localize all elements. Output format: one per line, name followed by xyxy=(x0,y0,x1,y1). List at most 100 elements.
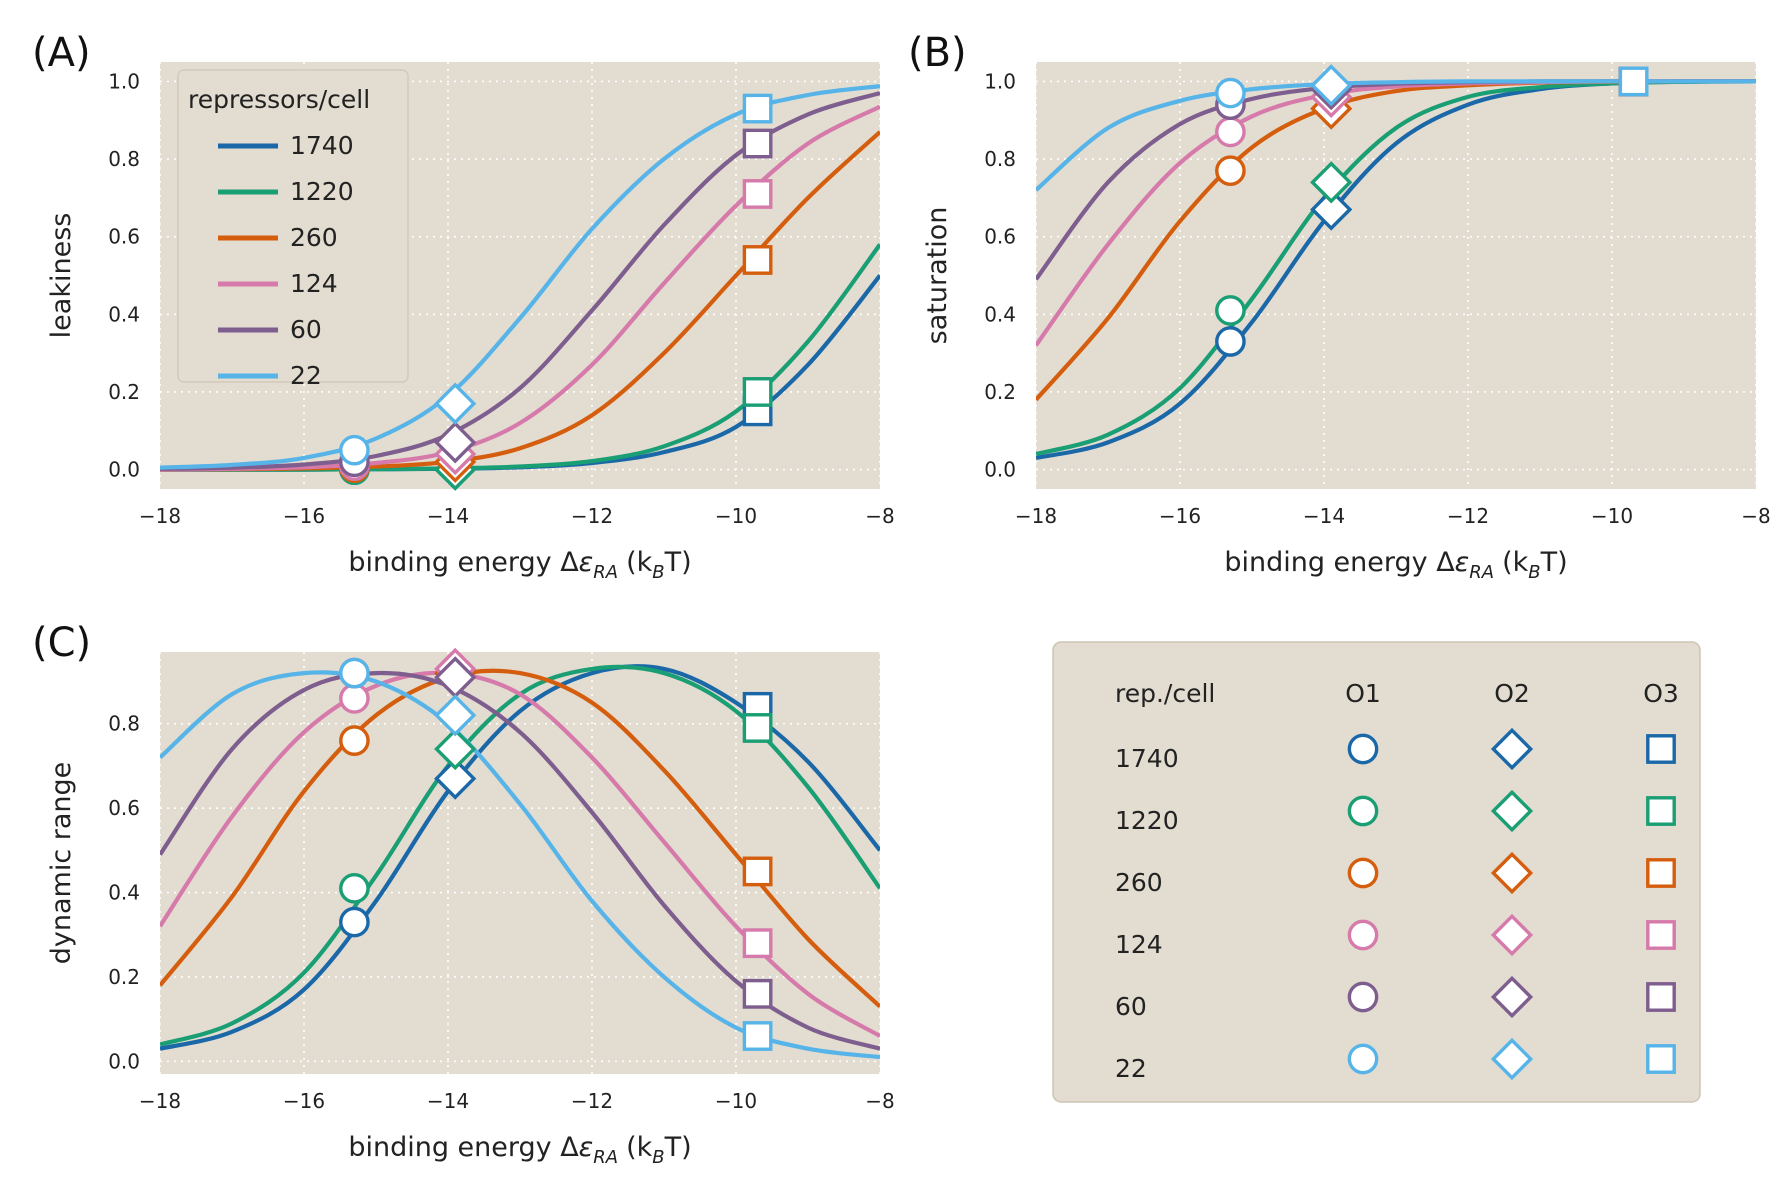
legend-entry-label: 1220 xyxy=(290,177,354,206)
marker-square-260 xyxy=(742,856,773,887)
marker-legend-row-label: 1740 xyxy=(1115,744,1179,773)
marker-legend-row-label: 22 xyxy=(1115,1054,1147,1083)
marker-legend-column-O3: O3 xyxy=(1643,679,1679,708)
x-axis-label-part: T) xyxy=(664,547,692,578)
x-tick-label: −18 xyxy=(1015,504,1057,528)
y-tick-label: 0.6 xyxy=(984,225,1016,249)
legend-entry-label: 260 xyxy=(290,223,338,252)
chart-panel-a: −18 −16 −14 −12 −10 −8 0.0 0.2 0.4 0.6 0.8 1.0 (A) le… xyxy=(32,30,895,583)
x-axis-label-part: B xyxy=(1528,562,1540,583)
marker-legend: rep./cell O1 O2 O3 1740 1220 260 124 60 22 xyxy=(1052,641,1701,1103)
panel-label: (A) xyxy=(32,30,91,76)
legend-entry-label: 22 xyxy=(290,361,322,390)
marker-legend-circle-124 xyxy=(1347,919,1379,951)
x-axis-label-part: B xyxy=(652,562,664,583)
marker-circle-124 xyxy=(339,683,370,714)
marker-square-1220 xyxy=(742,377,773,407)
marker-square-60 xyxy=(742,128,773,159)
y-tick-label: 0.0 xyxy=(984,458,1016,482)
x-tick-label: −14 xyxy=(1303,504,1345,528)
x-tick-label: −8 xyxy=(865,504,894,528)
x-axis-label-part: RA xyxy=(593,1147,618,1168)
marker-legend-diamond-124 xyxy=(1490,913,1534,957)
x-axis-label-part: binding energy Δ xyxy=(1224,547,1455,578)
x-tick-label: −8 xyxy=(1741,504,1770,528)
x-axis-label-part: binding energy Δ xyxy=(348,547,579,578)
marker-circle-1740 xyxy=(339,906,370,938)
y-tick-label: 0.2 xyxy=(108,380,140,404)
y-axis-label: saturation xyxy=(922,207,953,345)
y-tick-label: 0.6 xyxy=(108,225,140,249)
x-axis-label-part: ε xyxy=(579,547,594,578)
x-tick-label: −14 xyxy=(427,1089,469,1113)
marker-legend-diamond-22 xyxy=(1490,1037,1534,1081)
marker-legend-row-label: 60 xyxy=(1115,992,1147,1021)
legend-entry-label: 60 xyxy=(290,315,322,344)
x-axis-label-part: (k xyxy=(1502,547,1529,578)
marker-legend-column-O2: O2 xyxy=(1494,679,1530,708)
marker-square-1220 xyxy=(742,713,773,743)
x-tick-label: −12 xyxy=(571,1089,613,1113)
marker-legend-row-label: 124 xyxy=(1115,930,1163,959)
marker-square-260 xyxy=(742,245,773,275)
marker-square-22 xyxy=(742,1021,773,1051)
y-tick-label: 0.0 xyxy=(108,1049,140,1073)
y-tick-label: 0.2 xyxy=(108,965,140,989)
x-axis-label-part: (k xyxy=(626,1132,653,1163)
x-tick-label: −10 xyxy=(1591,504,1633,528)
legend-title: repressors/cell xyxy=(188,85,370,114)
marker-legend-diamond-1220 xyxy=(1490,789,1534,833)
x-tick-label: −18 xyxy=(139,504,181,528)
marker-circle-22 xyxy=(339,434,370,466)
plot-area xyxy=(1036,62,1756,489)
marker-legend-square-260 xyxy=(1646,858,1676,888)
marker-square-60 xyxy=(742,978,773,1009)
marker-diamond-60 xyxy=(434,421,477,464)
marker-square-124 xyxy=(742,928,773,959)
marker-legend-diamond-1740 xyxy=(1490,727,1534,771)
marker-legend-circle-1740 xyxy=(1347,733,1379,765)
x-axis-label: binding energy ΔεRA (kBT) xyxy=(348,1132,691,1168)
y-tick-label: 0.8 xyxy=(984,147,1016,171)
marker-square-124 xyxy=(742,179,773,209)
y-tick-label: 0.8 xyxy=(108,147,140,171)
x-axis-label-part: T) xyxy=(1540,547,1568,578)
data-markers xyxy=(339,93,773,491)
y-tick-label: 0.0 xyxy=(108,458,140,482)
gridlines xyxy=(1035,62,1757,489)
y-tick-label: 0.4 xyxy=(108,881,140,905)
marker-diamond-1220 xyxy=(434,727,477,771)
x-axis-label: binding energy ΔεRA (kBT) xyxy=(348,547,691,583)
marker-square-22 xyxy=(1618,66,1649,97)
data-markers xyxy=(339,647,773,1051)
y-tick-label: 1.0 xyxy=(108,69,140,93)
y-tick-label: 0.6 xyxy=(108,796,140,820)
x-tick-label: −14 xyxy=(427,504,469,528)
y-tick-label: 0.2 xyxy=(984,380,1016,404)
marker-square-22 xyxy=(742,93,773,124)
y-axis-label: leakiness xyxy=(46,213,77,339)
y-tick-label: 1.0 xyxy=(984,69,1016,93)
legend-entry-label: 1740 xyxy=(290,131,354,160)
x-tick-label: −8 xyxy=(865,1089,894,1113)
marker-legend-square-124 xyxy=(1646,920,1676,950)
marker-circle-124 xyxy=(1215,116,1246,148)
marker-legend-circle-60 xyxy=(1347,981,1379,1013)
marker-legend-row-label: 260 xyxy=(1115,868,1163,897)
marker-legend-circle-260 xyxy=(1347,857,1379,889)
marker-diamond-22 xyxy=(434,382,477,425)
legend-entry-label: 124 xyxy=(290,269,338,298)
marker-circle-1220 xyxy=(1215,295,1246,326)
x-tick-label: −16 xyxy=(1159,504,1201,528)
panel-label: (B) xyxy=(908,30,967,76)
x-axis-label: binding energy ΔεRA (kBT) xyxy=(1224,547,1567,583)
panel-label: (C) xyxy=(32,620,91,666)
marker-legend-row-label: 1220 xyxy=(1115,806,1179,835)
x-tick-label: −16 xyxy=(283,1089,325,1113)
chart-panel-c: −18 −16 −14 −12 −10 −8 0.0 0.2 0.4 0.6 0.8 (C) dynam… xyxy=(32,620,895,1168)
x-axis-label-part: B xyxy=(652,1147,664,1168)
marker-legend-header: rep./cell xyxy=(1115,679,1215,708)
marker-diamond-22 xyxy=(1310,64,1353,107)
y-tick-label: 0.8 xyxy=(108,712,140,736)
